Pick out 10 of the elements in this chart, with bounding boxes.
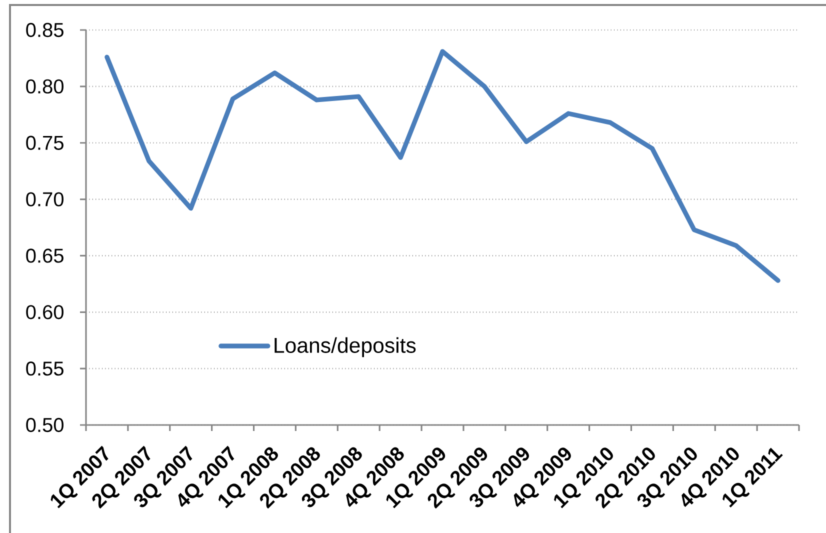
y-tick-label: 0.55 xyxy=(26,361,64,376)
y-tick-label: 0.80 xyxy=(26,79,64,94)
y-tick-label: 0.60 xyxy=(26,305,64,320)
y-tick-label: 0.70 xyxy=(26,192,64,206)
line-series xyxy=(104,49,780,283)
legend-label: Loans/deposits xyxy=(274,337,416,358)
y-tick-label: 0.50 xyxy=(26,418,64,432)
y-tick-label: 0.75 xyxy=(26,136,64,150)
y-tick-label: 0.65 xyxy=(26,248,64,263)
y-tick-label: 0.85 xyxy=(26,22,64,38)
